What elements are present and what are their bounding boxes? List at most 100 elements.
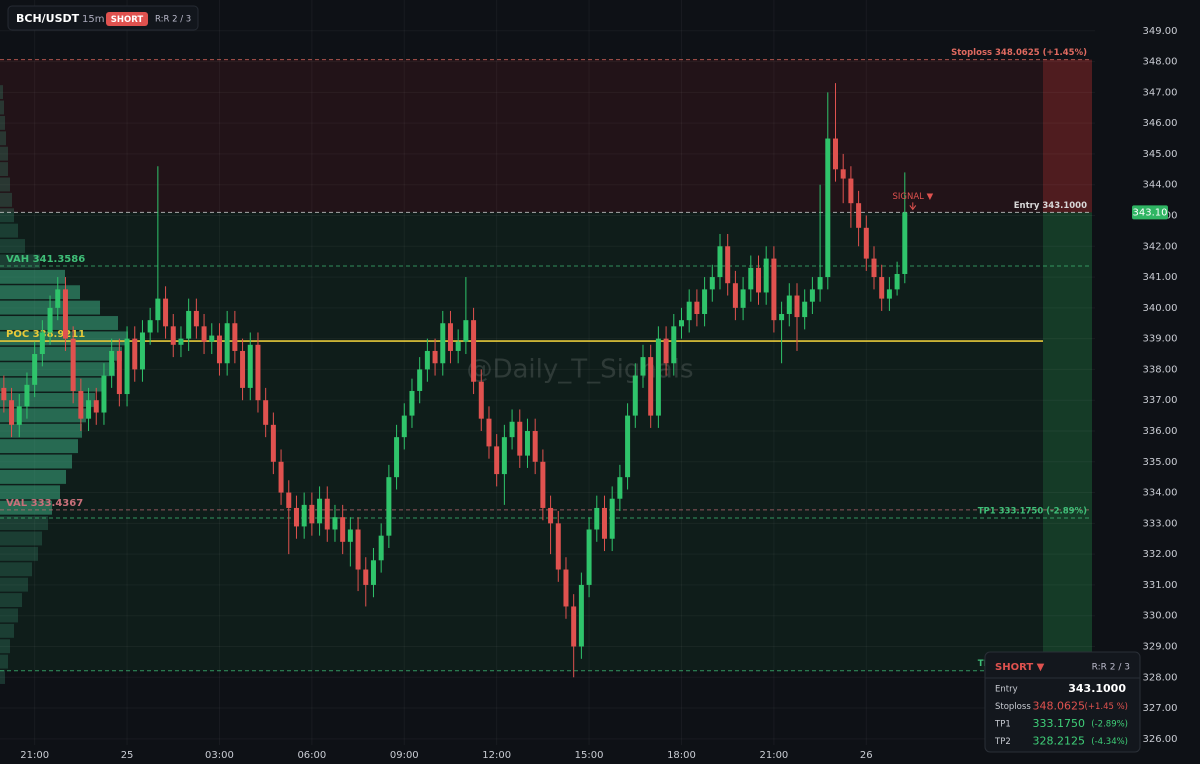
candle-body — [278, 461, 284, 493]
interval: 15m — [82, 14, 104, 25]
y-tick-label: 349.00 — [1143, 26, 1178, 37]
candle-body — [32, 354, 38, 385]
candle-body — [424, 350, 430, 370]
candle-body — [340, 517, 346, 542]
volume-profile-bar — [0, 439, 78, 454]
candle-body — [856, 203, 862, 228]
candle-body — [132, 338, 138, 370]
y-tick-label: 327.00 — [1143, 703, 1178, 714]
candle-body — [740, 289, 746, 308]
y-tick-label: 348.00 — [1143, 57, 1178, 68]
panel-row-value: 333.1750 — [1033, 717, 1086, 730]
candle-body — [201, 326, 207, 342]
candle-body — [186, 310, 192, 339]
volume-profile-bar — [0, 546, 38, 561]
volume-profile-bar — [0, 654, 8, 669]
candle-body — [594, 507, 600, 530]
candle-body — [347, 529, 353, 542]
panel-row-change: (+1.45 %) — [1085, 702, 1128, 712]
volume-profile-bar — [0, 608, 18, 623]
candle-body — [24, 384, 30, 407]
volume-profile-bar — [0, 393, 95, 407]
y-tick-label: 329.00 — [1143, 641, 1178, 652]
candle-body — [447, 323, 453, 351]
candle-body — [578, 584, 584, 647]
reward-zone-projection — [1043, 212, 1092, 671]
candle-body — [686, 301, 692, 321]
volume-profile-bar — [0, 223, 18, 238]
y-tick-label: 337.00 — [1143, 395, 1178, 406]
candle-body — [93, 400, 99, 413]
candle-body — [640, 357, 646, 376]
candle-body — [78, 390, 84, 419]
candle-body — [709, 277, 715, 290]
panel-row-label: TP2 — [994, 737, 1011, 747]
candle-body — [571, 606, 577, 647]
candle-body — [717, 246, 723, 278]
candle-body — [309, 504, 315, 524]
candle-body — [478, 381, 484, 419]
candle-body — [409, 390, 415, 416]
candle-body — [748, 267, 754, 290]
candle-body — [324, 498, 330, 530]
x-tick-label: 26 — [860, 750, 873, 761]
x-tick-label: 12:00 — [482, 750, 511, 761]
symbol: BCH/USDT — [16, 12, 80, 25]
x-tick-label: 21:00 — [20, 750, 49, 761]
candle-body — [625, 415, 631, 478]
candle-body — [632, 375, 638, 416]
candle-body — [255, 344, 261, 401]
volume-profile-bar — [0, 500, 52, 515]
candle-body — [101, 375, 107, 413]
volume-profile-bar — [0, 208, 14, 223]
candle-body — [825, 138, 831, 278]
volume-profile-bar — [0, 346, 122, 361]
tp1-label: TP1 333.1750 (-2.89%) — [978, 506, 1087, 516]
candle-body — [224, 323, 230, 364]
poc-label: POC 338.9211 — [6, 329, 85, 340]
panel-side: SHORT ▼ — [995, 662, 1045, 673]
candle-body — [386, 477, 392, 536]
panel-row-label: TP1 — [994, 720, 1011, 730]
y-tick-label: 334.00 — [1143, 488, 1178, 499]
candle-body — [263, 400, 269, 425]
candle-body — [209, 335, 215, 342]
side: SHORT — [111, 15, 144, 25]
panel-row-label: Stoploss — [995, 702, 1031, 712]
volume-profile-bar — [0, 577, 28, 592]
candle-body — [247, 344, 253, 388]
y-tick-label: 335.00 — [1143, 457, 1178, 468]
risk-zone — [0, 59, 1043, 213]
candle-body — [725, 246, 731, 284]
y-tick-label: 340.00 — [1143, 303, 1178, 314]
volume-profile-bar — [0, 162, 8, 177]
candle-body — [394, 437, 400, 478]
y-tick-label: 342.00 — [1143, 241, 1178, 252]
info-panel — [984, 651, 1141, 753]
volume-profile-bar — [0, 639, 10, 654]
candle-body — [548, 507, 554, 524]
candle-body — [1, 387, 7, 401]
panel-row-change: (-2.89%) — [1091, 720, 1128, 730]
y-tick-label: 338.00 — [1143, 364, 1178, 375]
candle-body — [301, 504, 307, 527]
volume-profile-bar — [0, 593, 22, 608]
candle-body — [655, 338, 661, 416]
volume-profile-bar — [0, 623, 14, 638]
stoploss-label: Stoploss 348.0625 (+1.45%) — [951, 48, 1087, 58]
x-tick-label: 15:00 — [575, 750, 604, 761]
candle-body — [163, 298, 169, 327]
x-tick-label: 09:00 — [390, 750, 419, 761]
candle-body — [886, 289, 892, 299]
candle-body — [586, 529, 592, 585]
volume-profile-bar — [0, 670, 5, 684]
volume-profile-bar — [0, 192, 12, 207]
y-tick-label: 331.00 — [1143, 580, 1178, 591]
y-tick-label: 339.00 — [1143, 334, 1178, 345]
candle-body — [317, 498, 323, 524]
candle-body — [16, 406, 22, 425]
y-tick-label: 346.00 — [1143, 118, 1178, 129]
volume-profile-bar — [0, 562, 32, 577]
y-tick-label: 332.00 — [1143, 549, 1178, 560]
y-tick-label: 328.00 — [1143, 672, 1178, 683]
